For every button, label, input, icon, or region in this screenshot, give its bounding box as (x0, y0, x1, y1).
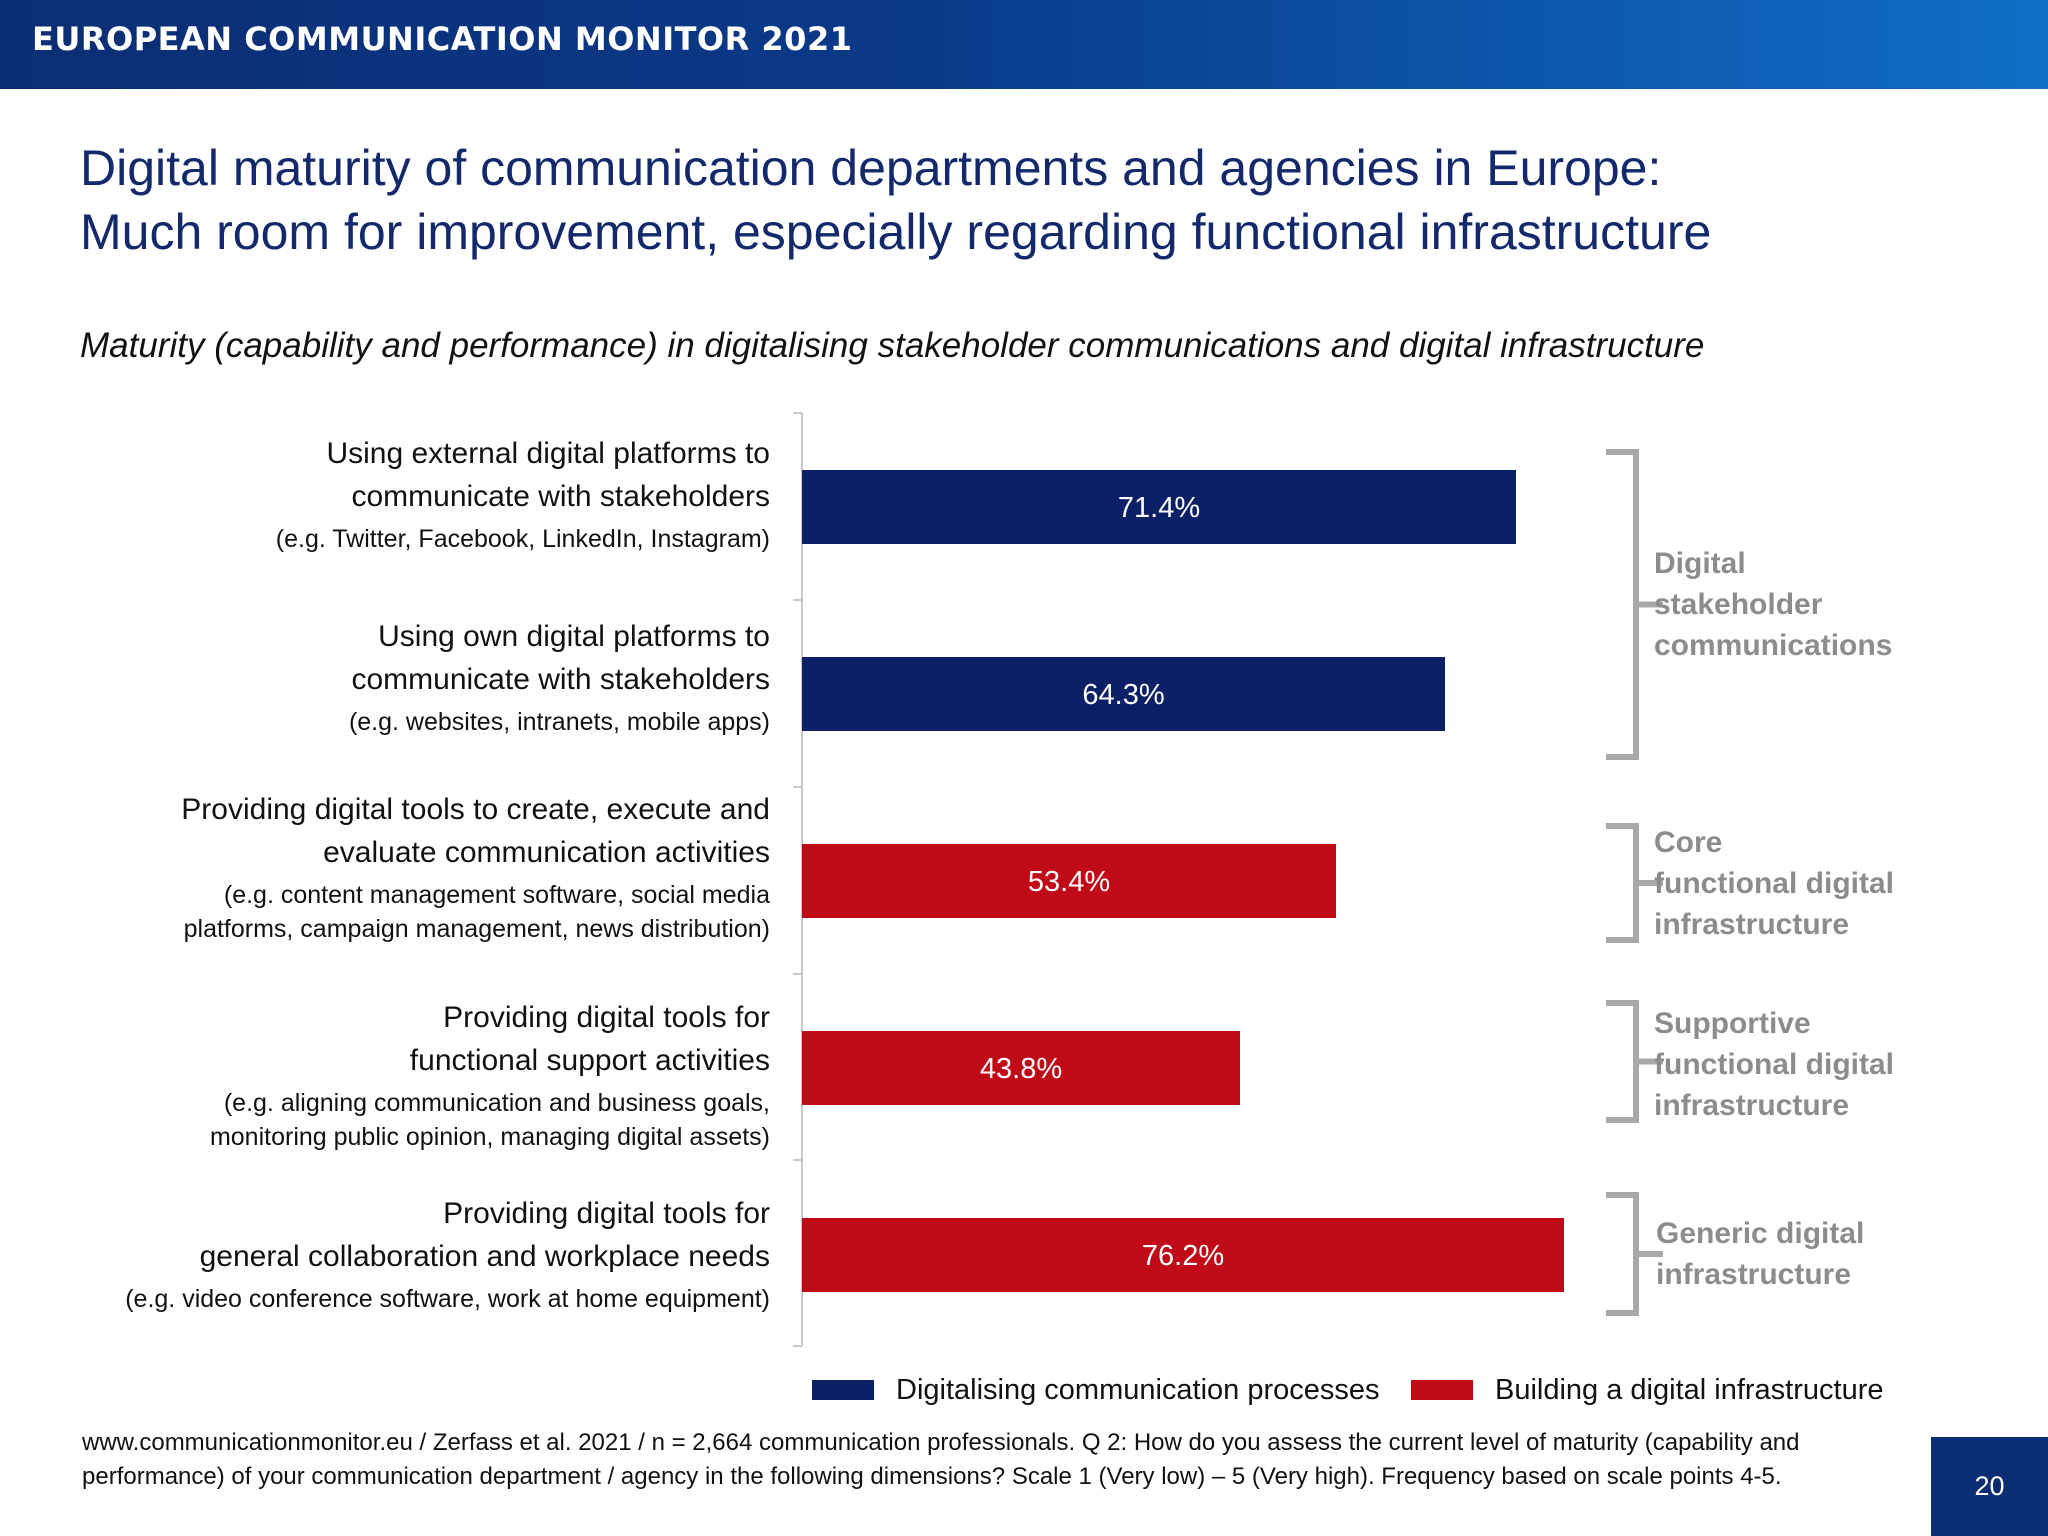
group-label-generic-infrastructure: Generic digital infrastructure (1656, 1217, 1865, 1291)
legend-swatch (1411, 1380, 1473, 1400)
category-example-text: (e.g. aligning communication and busines… (209, 1089, 770, 1151)
slide-title-line-1: Digital maturity of communication depart… (80, 140, 1662, 196)
legend-label: Building a digital infrastructure (1495, 1373, 1884, 1406)
category-example-text: (e.g. Twitter, Facebook, LinkedIn, Insta… (275, 525, 770, 553)
bar-value-label: 53.4% (1028, 866, 1110, 898)
category-example-text: (e.g. websites, intranets, mobile apps) (348, 708, 770, 736)
category-main-text: Providing digital tools to create, execu… (181, 793, 770, 869)
legend-swatch (812, 1380, 874, 1400)
group-bracket (1606, 1000, 1663, 1123)
category-label-2: Using own digital platforms to communica… (50, 615, 770, 739)
group-bracket (1606, 1192, 1663, 1316)
group-label-digital-stakeholder: Digital stakeholder communications (1654, 547, 1893, 662)
bar (802, 657, 1445, 731)
slide-title-line-2: Much room for improvement, especially re… (80, 204, 1712, 260)
page-number: 20 (1931, 1437, 2048, 1536)
group-bracket (1606, 449, 1663, 760)
category-label-1: Using external digital platforms to comm… (50, 432, 770, 556)
category-main-text: Using own digital platforms to communica… (351, 620, 770, 696)
bar-value-label: 71.4% (1118, 492, 1200, 524)
category-label-4: Providing digital tools for functional s… (50, 996, 770, 1154)
legend-item-series-1: Digitalising communication processes (812, 1370, 1380, 1410)
category-example-text: (e.g. content management software, socia… (183, 881, 770, 943)
group-label-supportive-infrastructure: Supportive functional digital infrastruc… (1654, 1007, 1894, 1122)
footnote: www.communicationmonitor.eu / Zerfass et… (82, 1429, 1800, 1490)
group-label-core-infrastructure: Core functional digital infrastructure (1654, 826, 1894, 941)
legend-label: Digitalising communication processes (896, 1373, 1380, 1406)
bar-value-label: 64.3% (1082, 679, 1164, 711)
category-label-3: Providing digital tools to create, execu… (50, 788, 770, 946)
bar (802, 1031, 1240, 1105)
bar (802, 470, 1516, 544)
category-main-text: Providing digital tools for functional s… (409, 1001, 770, 1077)
chart-title: Maturity (capability and performance) in… (80, 326, 1705, 365)
bar (802, 1218, 1564, 1292)
bar-value-label: 43.8% (980, 1053, 1062, 1085)
group-bracket (1606, 823, 1663, 943)
bar (802, 844, 1336, 918)
slide-title: Digital maturity of communication depart… (80, 136, 1980, 264)
header-bar: EUROPEAN COMMUNICATION MONITOR 2021 (0, 0, 2048, 89)
header-title: EUROPEAN COMMUNICATION MONITOR 2021 (32, 20, 853, 58)
legend-item-series-2: Building a digital infrastructure (1411, 1370, 1883, 1410)
bar-value-label: 76.2% (1142, 1240, 1224, 1272)
category-label-5: Providing digital tools for general coll… (50, 1192, 770, 1316)
category-main-text: Providing digital tools for general coll… (199, 1197, 770, 1273)
category-main-text: Using external digital platforms to comm… (326, 437, 770, 513)
category-example-text: (e.g. video conference software, work at… (125, 1285, 770, 1313)
